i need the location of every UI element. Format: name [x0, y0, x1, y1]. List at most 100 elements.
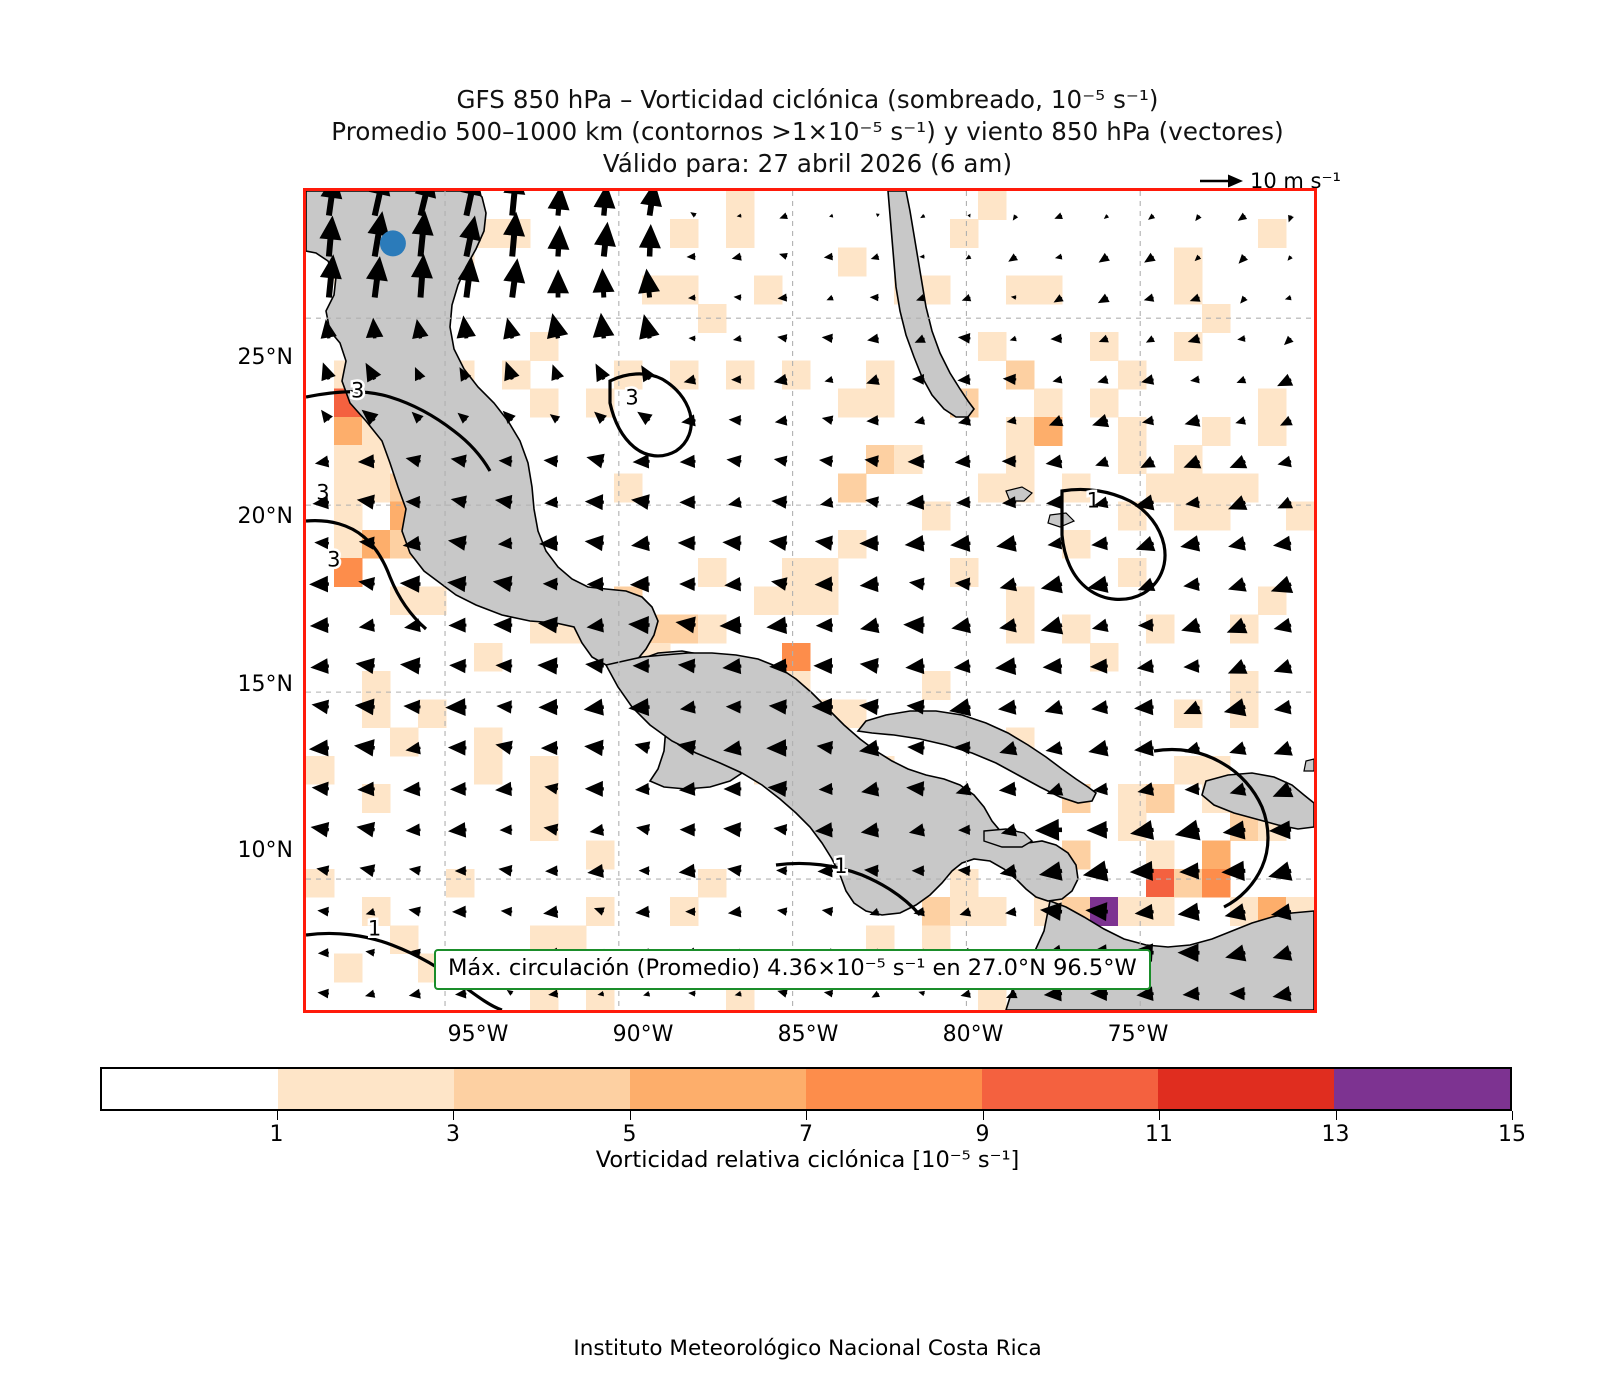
vorticity-cell: [1006, 360, 1035, 390]
wind-vector: [965, 254, 972, 260]
vorticity-shading-layer: [306, 191, 1314, 1010]
wind-vector: [950, 534, 971, 552]
vorticity-cell: [1062, 473, 1091, 503]
wind-vector: [734, 990, 742, 997]
vorticity-cell: [474, 755, 503, 785]
wind-vector: [814, 576, 833, 592]
vorticity-cell: [614, 473, 643, 503]
wind-vector: [768, 699, 788, 715]
wind-vector: [724, 577, 742, 592]
wind-vector: [503, 211, 526, 257]
wind-vector: [450, 454, 467, 468]
vorticity-cell: [1118, 360, 1147, 390]
vorticity-cell: [390, 586, 419, 616]
wind-vector: [634, 741, 651, 755]
wind-vector: [405, 823, 421, 837]
wind-vector: [408, 906, 421, 917]
colorbar-tick-label-7: 7: [799, 1122, 813, 1147]
vorticity-cell: [1118, 784, 1147, 813]
wind-vector: [1226, 617, 1248, 634]
wind-vector: [1273, 740, 1293, 756]
wind-vector: [635, 905, 650, 918]
wind-vector: [866, 374, 880, 385]
wind-vector: [492, 575, 513, 593]
wind-vector: [365, 256, 388, 298]
wind-vector: [1052, 375, 1063, 384]
wind-vector: [410, 948, 421, 957]
wind-vector: [357, 454, 375, 469]
colorbar-tick-mark-15: [1512, 1111, 1513, 1120]
wind-vector: [1181, 617, 1201, 634]
contour-line-1-carib: [775, 861, 922, 917]
vorticity-cell: [950, 219, 979, 249]
contour-line-1-bahamas: [1060, 487, 1167, 601]
wind-vector: [1143, 293, 1155, 302]
wind-vector: [414, 366, 426, 382]
wind-vector: [1284, 294, 1292, 301]
wind-vector: [1180, 535, 1201, 552]
wind-vector: [869, 293, 879, 302]
colorbar-band-0: [102, 1069, 278, 1109]
wind-vector: [451, 905, 467, 918]
wind-vector: [777, 293, 788, 302]
vorticity-cell: [1118, 416, 1147, 446]
wind-vector: [685, 907, 696, 917]
vorticity-cell: [530, 755, 559, 785]
vorticity-cell: [978, 191, 1007, 220]
wind-vector: [1273, 699, 1292, 715]
wind-vector: [679, 823, 696, 837]
wind-vector: [449, 658, 467, 674]
vorticity-cell: [866, 360, 895, 390]
wind-vector: [585, 658, 604, 674]
wind-vector: [321, 362, 336, 382]
wind-vector: [726, 454, 742, 468]
wind-vector: [773, 823, 788, 836]
wind-vector: [814, 535, 834, 551]
wind-vector: [920, 213, 926, 219]
wind-vector: [1183, 659, 1200, 673]
wind-vector: [679, 700, 696, 714]
colorbar-tick-mark-3: [453, 1111, 454, 1120]
wind-vector: [368, 191, 391, 217]
wind-vector: [1053, 294, 1064, 303]
colorbar-tick-mark-5: [629, 1111, 631, 1120]
wind-vector: [1183, 577, 1200, 592]
wind-vector: [960, 989, 971, 998]
wind-vector: [636, 823, 650, 836]
wind-vector: [1095, 456, 1109, 467]
wind-vector: [905, 658, 925, 675]
xtick-label-90W: 90°W: [612, 1022, 674, 1047]
wind-vector: [1144, 252, 1156, 263]
wind-vector: [967, 213, 971, 218]
wind-vector: [364, 989, 376, 998]
wind-vector: [768, 535, 788, 551]
wind-vector: [314, 537, 329, 550]
vorticity-cell: [530, 388, 559, 418]
wind-vector: [1224, 903, 1247, 921]
vorticity-cell: [1202, 501, 1231, 531]
wind-vector: [996, 535, 1017, 552]
wind-vector: [632, 454, 650, 469]
contour-line-3-b: [306, 519, 428, 631]
wind-vector: [688, 335, 696, 342]
wind-vector: [859, 698, 879, 716]
wind-vector: [818, 782, 833, 795]
wind-vector: [631, 494, 650, 510]
colorbar-label: Vorticidad relativa ciclónica [10⁻⁵ s⁻¹]: [595, 1147, 1020, 1173]
vorticity-cell: [1202, 416, 1231, 446]
wind-vector: [1272, 985, 1292, 1002]
wind-vector: [1185, 496, 1200, 509]
wind-vector: [399, 575, 421, 593]
wind-vector: [769, 658, 788, 674]
wind-vector: [906, 699, 925, 715]
wind-vector: [450, 495, 467, 509]
wind-vector: [1093, 496, 1109, 509]
wind-vector: [1287, 255, 1293, 261]
contour-layer: [306, 372, 1270, 1010]
colorbar-tick-label-13: 13: [1321, 1122, 1350, 1147]
vorticity-cell: [474, 727, 503, 757]
wind-vector: [1134, 739, 1154, 757]
